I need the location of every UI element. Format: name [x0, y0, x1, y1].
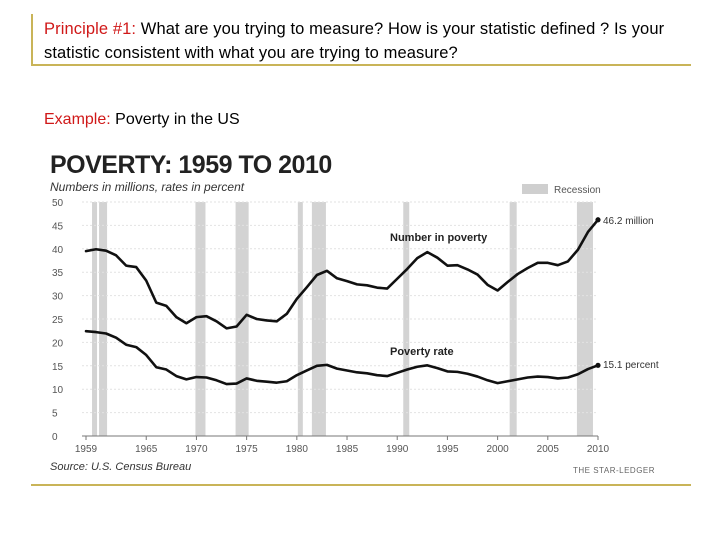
- recession-band-7: [509, 202, 517, 436]
- x-axis-ticks: 1959 1965 1970 1975 1980 1985 1990 1995 2000 2005…: [75, 436, 610, 455]
- principle-text: Principle #1: What are you trying to mea…: [44, 17, 704, 65]
- example-text: Example: Poverty in the US: [44, 110, 240, 130]
- y-tick-5: 5: [52, 409, 58, 420]
- y-tick-20: 20: [52, 338, 64, 349]
- series-lines: [84, 217, 601, 386]
- chart-title: POVERTY: 1959 TO 2010: [50, 151, 332, 179]
- chart-subtitle: Numbers in millions, rates in percent: [50, 180, 245, 194]
- y-tick-10: 10: [52, 385, 64, 396]
- label-number-in-poverty: Number in poverty: [390, 232, 488, 244]
- y-tick-40: 40: [52, 245, 64, 256]
- y-tick-15: 15: [52, 362, 64, 373]
- chart-background: [40, 140, 680, 480]
- legend-label: Recession: [554, 185, 601, 196]
- recession-band-2: [195, 202, 206, 436]
- x-tick-1959: 1959: [75, 444, 98, 455]
- x-tick-2000: 2000: [486, 444, 509, 455]
- example-label: Example:: [44, 111, 111, 128]
- y-tick-30: 30: [52, 292, 64, 303]
- series-poverty-rate-line: [84, 329, 600, 386]
- series-number-in-poverty-line-end-point: [595, 217, 601, 223]
- poverty-chart: POVERTY: 1959 TO 2010 Numbers in million…: [40, 140, 680, 480]
- accent-bottom-rule: [31, 484, 691, 486]
- x-tick-1970: 1970: [185, 444, 208, 455]
- x-tick-2010: 2010: [587, 444, 610, 455]
- principle-label: Principle #1:: [44, 20, 137, 38]
- gridlines: [82, 201, 598, 437]
- end-label-rate: 15.1 percent: [603, 360, 659, 371]
- y-tick-0: 0: [52, 432, 58, 443]
- legend-swatch: [522, 184, 548, 194]
- label-poverty-rate: Poverty rate: [390, 346, 454, 358]
- x-tick-1980: 1980: [286, 444, 309, 455]
- y-tick-25: 25: [52, 315, 64, 326]
- accent-vertical-rule: [31, 14, 33, 66]
- chart-source: Source: U.S. Census Bureau: [50, 461, 191, 473]
- accent-top-rule: [31, 64, 691, 66]
- y-tick-35: 35: [52, 268, 64, 279]
- chart-credit: THE STAR-LEDGER: [573, 466, 655, 475]
- x-tick-1985: 1985: [336, 444, 359, 455]
- recession-band-8: [576, 202, 593, 436]
- x-tick-1990: 1990: [386, 444, 409, 455]
- example-body: Poverty in the US: [110, 111, 240, 128]
- x-tick-1995: 1995: [436, 444, 459, 455]
- principle-body: What are you trying to measure? How is y…: [44, 20, 665, 62]
- x-tick-1965: 1965: [135, 444, 158, 455]
- end-label-number: 46.2 million: [603, 216, 654, 227]
- x-tick-2005: 2005: [537, 444, 560, 455]
- series-number-in-poverty-line: [84, 218, 600, 330]
- y-tick-45: 45: [52, 221, 64, 232]
- recession-band-4: [297, 202, 303, 436]
- y-axis-ticks: 0 5 10 15 20 25 30 35 40 45 50: [52, 198, 64, 443]
- series-poverty-rate-line-end-point: [595, 362, 601, 368]
- x-tick-1975: 1975: [236, 444, 259, 455]
- y-tick-50: 50: [52, 198, 64, 209]
